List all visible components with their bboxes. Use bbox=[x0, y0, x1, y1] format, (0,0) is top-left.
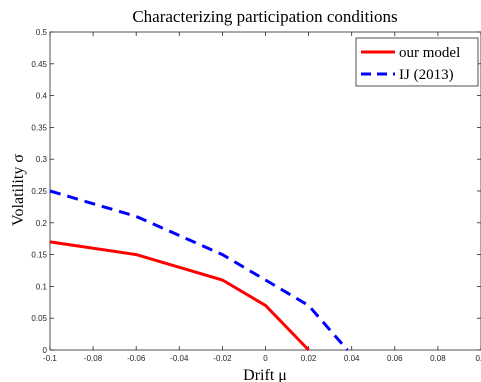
x-tick-label: 0.06 bbox=[387, 354, 403, 363]
x-tick-label: 0.04 bbox=[344, 354, 360, 363]
y-tick-label: 0.3 bbox=[36, 155, 48, 164]
x-tick-label: 0 bbox=[263, 354, 268, 363]
legend-label-1: our model bbox=[399, 45, 460, 61]
y-tick-label: 0.5 bbox=[36, 28, 48, 37]
y-tick-label: 0.1 bbox=[36, 282, 48, 291]
y-tick-label: 0.05 bbox=[31, 314, 47, 323]
y-axis-label: Volatility σ bbox=[10, 154, 27, 226]
y-tick-label: 0.25 bbox=[31, 187, 47, 196]
x-tick-label: 0.1 bbox=[475, 354, 481, 363]
x-tick-label: -0.08 bbox=[84, 354, 103, 363]
legend: our model IJ (2013) bbox=[355, 37, 479, 87]
x-tick-label: -0.1 bbox=[43, 354, 57, 363]
x-axis-label: Drift μ bbox=[243, 367, 287, 382]
y-axis: 0 0.05 0.1 0.15 0.2 0.25 0.3 0.35 0.4 0.45 0.5 bbox=[31, 28, 481, 355]
y-tick-label: 0.35 bbox=[31, 123, 47, 132]
x-axis: -0.1 -0.08 -0.06 -0.04 -0.02 0 0.02 0.04 0.06 0.0… bbox=[43, 32, 481, 363]
y-tick-label: 0.15 bbox=[31, 251, 47, 260]
x-tick-label: -0.02 bbox=[213, 354, 232, 363]
y-tick-label: 0.2 bbox=[36, 219, 48, 228]
x-tick-label: -0.04 bbox=[170, 354, 189, 363]
x-tick-label: 0.02 bbox=[301, 354, 317, 363]
y-tick-label: 0.4 bbox=[36, 92, 48, 101]
x-tick-label: -0.06 bbox=[127, 354, 146, 363]
series-line-2 bbox=[49, 189, 349, 351]
y-tick-label: 0.45 bbox=[31, 60, 47, 69]
y-tick-label: 0 bbox=[43, 346, 48, 355]
chart-title: Characterizing participation conditions bbox=[132, 7, 397, 26]
legend-box bbox=[355, 37, 479, 87]
x-tick-label: 0.08 bbox=[430, 354, 446, 363]
series-layer bbox=[49, 189, 349, 352]
legend-label-2: IJ (2013) bbox=[399, 67, 454, 83]
